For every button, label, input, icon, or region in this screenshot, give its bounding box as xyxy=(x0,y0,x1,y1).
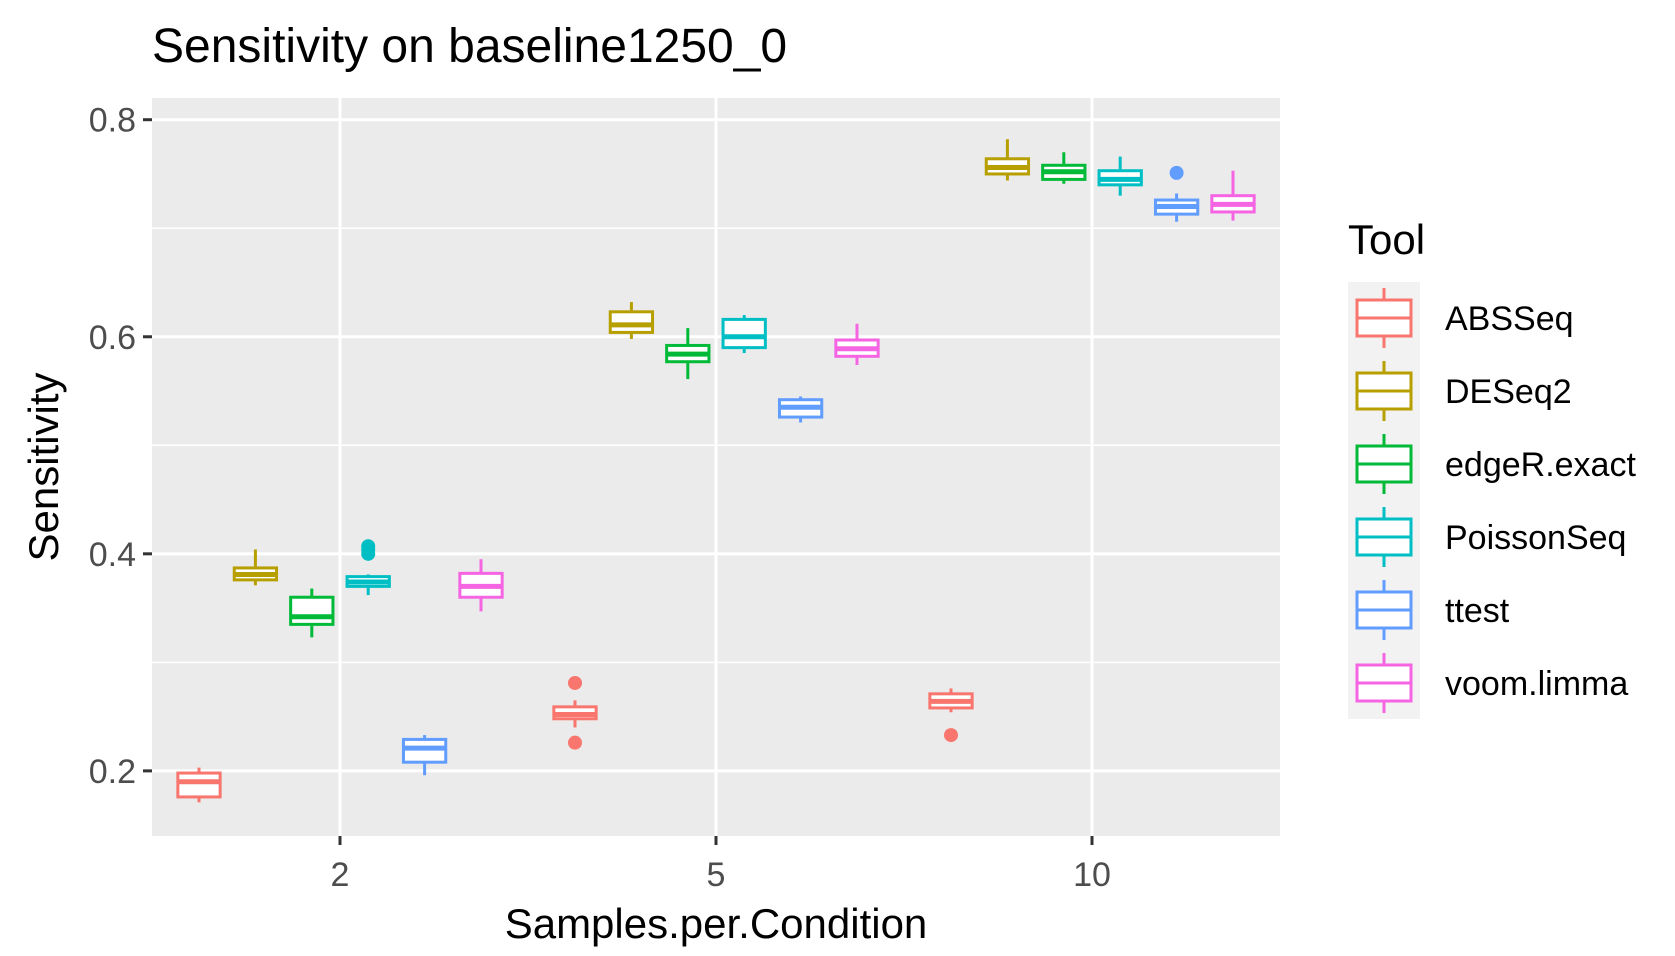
major-gridlines xyxy=(152,98,1280,836)
outlier-point xyxy=(568,675,582,690)
box-iqr xyxy=(721,317,767,350)
series-PoissonSeq xyxy=(345,156,1143,596)
box-ABSSeq-2 xyxy=(176,767,222,803)
box-ABSSeq-5 xyxy=(552,675,598,750)
legend-item-voom.limma: voom.limma xyxy=(1355,653,1628,713)
outlier-point xyxy=(361,539,376,554)
box-voom.limma-5 xyxy=(834,323,880,365)
legend-label: edgeR.exact xyxy=(1445,446,1636,484)
box-ttest-10 xyxy=(1153,165,1200,222)
series-ABSSeq xyxy=(176,675,974,803)
legend-label: PoissonSeq xyxy=(1445,519,1626,557)
x-tick-label: 10 xyxy=(1073,856,1111,894)
box-iqr xyxy=(608,310,655,334)
box-ttest-5 xyxy=(777,396,824,423)
box-edgeR.exact-5 xyxy=(665,328,711,380)
y-tick-label: 0.8 xyxy=(89,102,136,140)
series-edgeR.exact xyxy=(289,152,1087,638)
box-series xyxy=(176,139,1256,803)
box-PoissonSeq-2 xyxy=(345,539,391,596)
outlier-point xyxy=(944,728,958,743)
x-tick-label: 2 xyxy=(331,856,350,894)
box-ttest-2 xyxy=(401,735,448,776)
box-DESeq2-2 xyxy=(232,549,279,586)
series-DESeq2 xyxy=(232,139,1031,586)
legend-item-DESeq2: DESeq2 xyxy=(1355,361,1572,421)
legend-item-edgeR.exact: edgeR.exact xyxy=(1355,434,1636,494)
legend-label: DESeq2 xyxy=(1445,373,1572,411)
box-PoissonSeq-5 xyxy=(721,315,767,354)
y-tick-label: 0.2 xyxy=(89,753,136,791)
box-iqr xyxy=(289,595,335,626)
y-axis-label: Sensitivity xyxy=(20,372,67,561)
box-voom.limma-10 xyxy=(1210,170,1256,221)
outlier-point xyxy=(568,735,582,750)
series-ttest xyxy=(401,165,1200,776)
box-edgeR.exact-10 xyxy=(1041,152,1087,184)
outlier-point xyxy=(1169,165,1184,180)
x-tick-label: 5 xyxy=(707,856,726,894)
y-tick-label: 0.6 xyxy=(89,319,136,357)
box-edgeR.exact-2 xyxy=(289,588,335,638)
legend-title: Tool xyxy=(1348,216,1425,263)
box-iqr xyxy=(401,737,448,764)
x-axis-label: Samples.per.Condition xyxy=(505,900,928,947)
legend-key-background xyxy=(1348,282,1420,719)
legend-label: ttest xyxy=(1445,592,1510,630)
legend-label: ABSSeq xyxy=(1445,300,1574,338)
legend-item-ttest: ttest xyxy=(1355,580,1510,640)
legend-item-ABSSeq: ABSSeq xyxy=(1355,288,1574,348)
box-DESeq2-10 xyxy=(984,139,1031,181)
legend: Tool ABSSeq DESeq2 edgeR.exact PoissonSeq tt… xyxy=(1348,216,1636,719)
box-ABSSeq-10 xyxy=(928,688,974,743)
legend-items: ABSSeq DESeq2 edgeR.exact PoissonSeq ttest vo… xyxy=(1355,288,1636,713)
y-tick-label: 0.4 xyxy=(89,536,136,574)
chart-title: Sensitivity on baseline1250_0 xyxy=(152,20,787,73)
box-iqr xyxy=(176,771,222,799)
box-DESeq2-5 xyxy=(608,302,655,339)
x-axis: 2 5 10 xyxy=(331,836,1111,894)
box-PoissonSeq-10 xyxy=(1097,156,1143,196)
box-voom.limma-2 xyxy=(458,559,504,612)
series-voom.limma xyxy=(458,170,1256,612)
legend-label: voom.limma xyxy=(1445,665,1628,703)
y-axis: 0.2 0.4 0.6 0.8 xyxy=(89,102,152,791)
legend-item-PoissonSeq: PoissonSeq xyxy=(1355,507,1626,567)
